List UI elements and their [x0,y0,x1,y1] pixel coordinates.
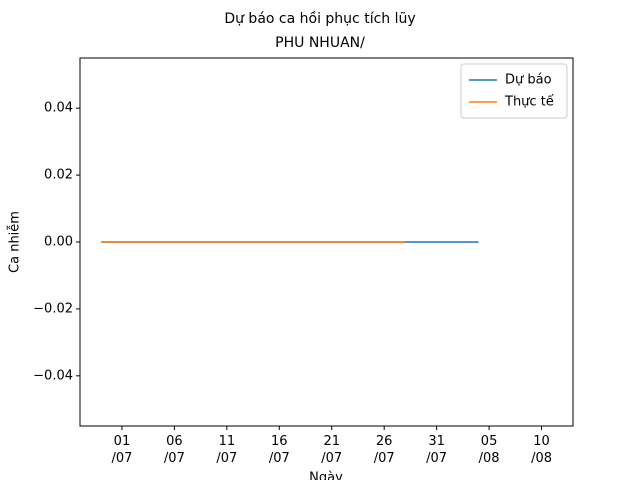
x-tick-label: 26 /07 [373,434,395,466]
chart-subtitle: PHU NHUAN/ [275,35,365,51]
legend-label: Dự báo [505,73,552,88]
x-axis-label: Ngày [309,471,343,480]
legend-box [460,63,568,119]
x-tick-label: 05 /08 [478,434,500,466]
x-tick-label: 10 /08 [531,434,552,466]
x-tick-label: 16 /07 [268,434,290,466]
x-tick-label: 06 /07 [163,434,185,466]
legend-label: Thực tế [504,95,554,110]
y-tick-label: −0.04 [33,368,73,383]
y-tick-label: 0.02 [44,168,73,183]
y-tick-label: −0.02 [33,301,73,316]
y-axis-label: Ca nhiễm [8,211,23,273]
x-tick-label: 21 /07 [321,434,343,466]
y-tick-label: 0.00 [44,235,73,250]
x-tick-label: 11 /07 [216,434,238,466]
y-tick-label: 0.04 [44,101,73,116]
x-tick-label: 31 /07 [426,434,448,466]
chart-title: Dự báo ca hồi phục tích lũy [224,10,415,27]
x-tick-label: 01 /07 [111,434,133,466]
